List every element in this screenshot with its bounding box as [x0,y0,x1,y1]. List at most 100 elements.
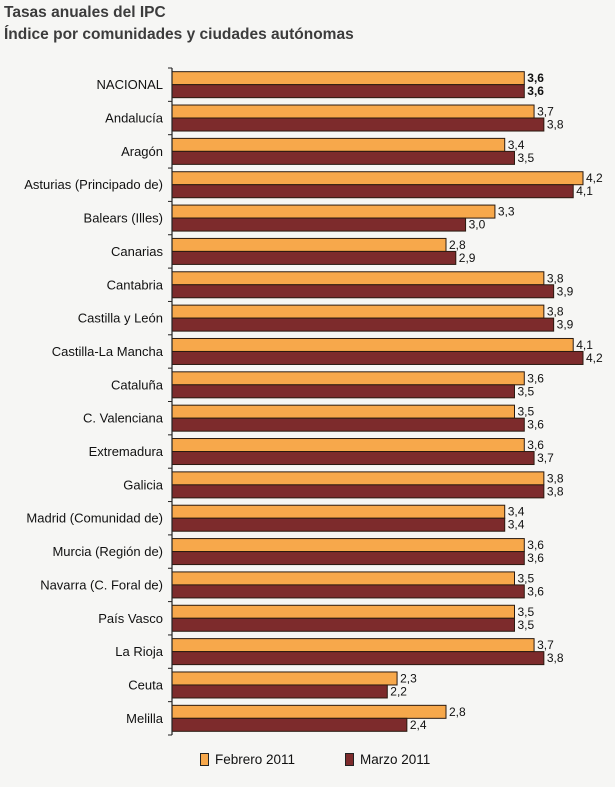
value-label-marzo-castilla-la-mancha: 4,2 [586,351,603,365]
value-label-febrero-asturias-principado-de: 4,2 [586,171,603,185]
category-label-balears-illes: Balears (Illes) [84,211,163,226]
chart-title: Tasas anuales del IPC [4,4,166,21]
category-label-la-rioja: La Rioja [115,644,163,659]
value-label-febrero-madrid-comunidad-de: 3,4 [508,505,525,519]
bar-febrero-andalucia [171,104,535,119]
value-label-marzo-la-rioja: 3,8 [547,651,564,665]
value-label-febrero-andalucia: 3,7 [537,105,554,119]
bar-febrero-murcia-region-de [171,538,525,553]
value-label-marzo-canarias: 2,9 [459,251,476,265]
value-label-marzo-murcia-region-de: 3,6 [527,551,544,565]
bar-marzo-aragon [171,150,515,165]
category-label-melilla: Melilla [126,711,164,726]
value-label-marzo-extremadura: 3,7 [537,451,554,465]
bar-marzo-nacional [171,84,525,99]
category-label-cataluna: Cataluña [111,377,164,392]
bar-febrero-melilla [171,704,447,719]
bar-febrero-la-rioja [171,638,535,653]
bar-marzo-canarias [171,250,457,265]
bar-febrero-cataluna [171,371,525,386]
value-label-febrero-galicia: 3,8 [547,471,564,485]
category-label-ceuta: Ceuta [128,677,163,692]
bar-febrero-nacional [171,71,525,86]
legend-label-febrero: Febrero 2011 [215,752,296,767]
value-label-febrero-canarias: 2,8 [449,238,466,252]
bar-febrero-navarra-c-foral-de [171,571,515,586]
value-label-marzo-galicia: 3,8 [547,484,564,498]
value-label-marzo-castilla-y-leon: 3,9 [557,318,574,332]
value-label-febrero-extremadura: 3,6 [527,438,544,452]
category-label-cantabria: Cantabria [107,277,164,292]
bar-febrero-asturias-principado-de [171,171,584,186]
category-label-navarra-c-foral-de: Navarra (C. Foral de) [40,577,163,592]
category-label-canarias: Canarias [111,244,164,259]
bar-marzo-melilla [171,717,408,732]
bar-febrero-castilla-la-mancha [171,337,574,352]
value-label-marzo-ceuta: 2,2 [390,684,407,698]
value-label-febrero-aragon: 3,4 [508,138,525,152]
bar-febrero-aragon [171,137,506,152]
category-label-andalucia: Andalucía [105,111,164,126]
category-label-aragon: Aragón [121,144,163,159]
bar-marzo-pais-vasco [171,617,515,632]
bar-marzo-asturias-principado-de [171,184,574,199]
bar-marzo-la-rioja [171,651,545,666]
bar-febrero-pais-vasco [171,604,515,619]
bar-febrero-madrid-comunidad-de [171,504,506,519]
legend-swatch-febrero [200,753,209,766]
value-label-marzo-balears-illes: 3,0 [469,218,486,232]
value-label-marzo-madrid-comunidad-de: 3,4 [508,518,525,532]
bar-febrero-galicia [171,471,545,486]
bar-febrero-castilla-y-leon [171,304,545,319]
value-label-marzo-cantabria: 3,9 [557,284,574,298]
value-label-febrero-castilla-la-mancha: 4,1 [576,338,593,352]
value-label-febrero-c-valenciana: 3,5 [518,405,535,419]
value-label-marzo-melilla: 2,4 [410,718,427,732]
category-label-castilla-y-leon: Castilla y León [78,311,163,326]
value-label-febrero-navarra-c-foral-de: 3,5 [518,571,535,585]
value-label-febrero-balears-illes: 3,3 [498,205,515,219]
value-label-febrero-cantabria: 3,8 [547,271,564,285]
chart-subtitle: Índice por comunidades y ciudades autóno… [4,26,354,43]
value-label-marzo-andalucia: 3,8 [547,118,564,132]
category-label-pais-vasco: País Vasco [98,611,163,626]
value-label-marzo-pais-vasco: 3,5 [518,618,535,632]
bar-febrero-cantabria [171,271,545,286]
category-label-extremadura: Extremadura [89,444,164,459]
bar-marzo-murcia-region-de [171,551,525,566]
value-label-febrero-la-rioja: 3,7 [537,638,554,652]
value-label-febrero-melilla: 2,8 [449,705,466,719]
legend-swatch-marzo [345,753,354,766]
value-label-febrero-ceuta: 2,3 [400,671,417,685]
bar-febrero-c-valenciana [171,404,515,419]
bar-marzo-c-valenciana [171,417,525,432]
category-label-galicia: Galicia [123,477,164,492]
value-label-marzo-navarra-c-foral-de: 3,6 [527,584,544,598]
bar-marzo-cataluna [171,384,515,399]
value-label-marzo-c-valenciana: 3,6 [527,418,544,432]
bar-marzo-madrid-comunidad-de [171,517,506,532]
category-label-murcia-region-de: Murcia (Región de) [52,544,163,559]
value-label-marzo-cataluna: 3,5 [518,384,535,398]
bar-marzo-castilla-la-mancha [171,350,584,365]
category-label-castilla-la-mancha: Castilla-La Mancha [52,344,164,359]
bar-marzo-castilla-y-leon [171,317,555,332]
chart-legend: Febrero 2011 Marzo 2011 [0,750,615,772]
bar-marzo-extremadura [171,451,535,466]
bar-marzo-ceuta [171,684,388,699]
value-label-febrero-cataluna: 3,6 [527,371,544,385]
category-label-nacional: NACIONAL [97,77,163,92]
bar-marzo-galicia [171,484,545,499]
value-label-marzo-asturias-principado-de: 4,1 [576,184,593,198]
category-label-madrid-comunidad-de: Madrid (Comunidad de) [26,511,163,526]
legend-item-marzo: Marzo 2011 [345,752,430,767]
bar-marzo-andalucia [171,117,545,132]
value-label-febrero-murcia-region-de: 3,6 [527,538,544,552]
bar-marzo-cantabria [171,284,555,299]
bar-febrero-extremadura [171,438,525,453]
category-label-asturias-principado-de: Asturias (Principado de) [24,177,163,192]
bar-febrero-canarias [171,237,447,252]
bar-febrero-balears-illes [171,204,496,219]
